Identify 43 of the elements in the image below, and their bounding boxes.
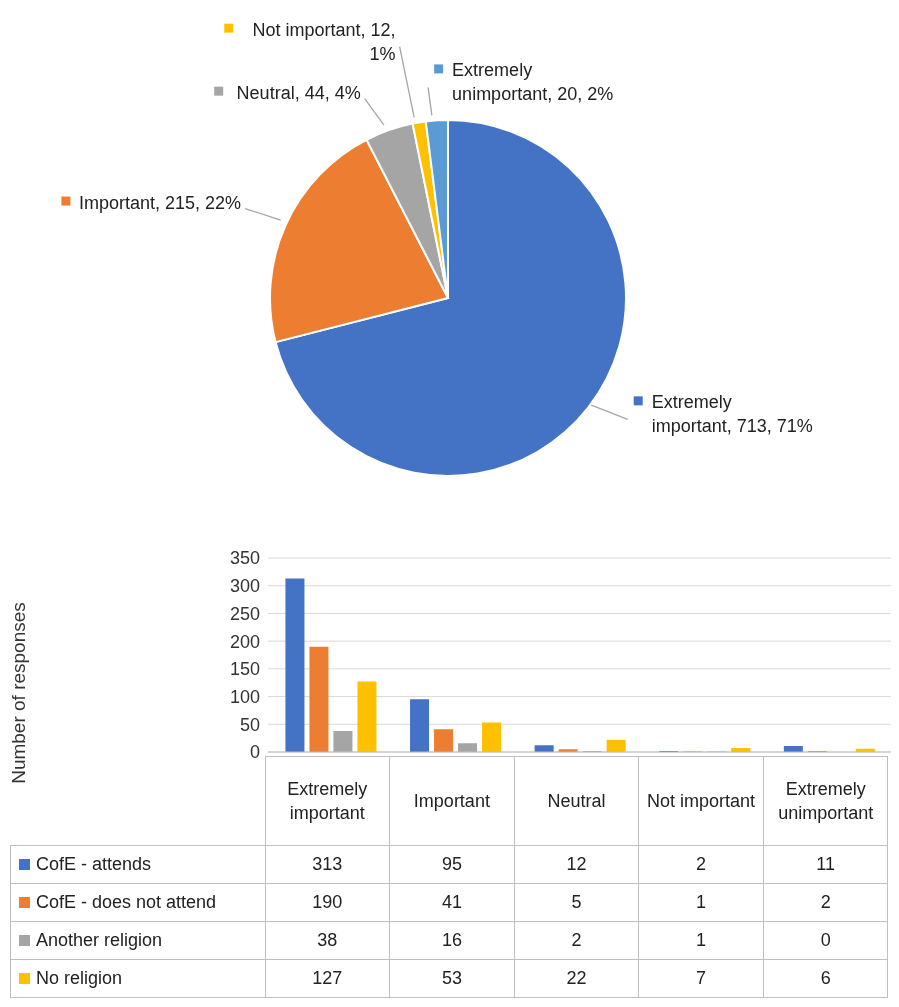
- data-label: 1: [638, 883, 764, 922]
- data-label: 190: [265, 883, 390, 922]
- y-tick-label: 200: [229, 631, 260, 652]
- legend-label: CofE - attends: [10, 845, 265, 884]
- x-tick-label: Neutral: [514, 756, 639, 846]
- data-label: 7: [638, 959, 764, 998]
- x-tick-label: Extremely unimportant: [763, 756, 888, 846]
- data-label: 5: [514, 883, 639, 922]
- data-label: 22: [514, 959, 639, 998]
- data-label: 127: [265, 959, 390, 998]
- data-label: 2: [638, 845, 764, 884]
- data-label: 53: [389, 959, 515, 998]
- data-label: 16: [389, 921, 515, 960]
- data-label: 38: [265, 921, 390, 960]
- data-label: 11: [763, 845, 888, 884]
- legend-label: No religion: [10, 959, 265, 998]
- y-tick-label: 150: [229, 659, 260, 680]
- y-axis-title: Number of responses: [8, 602, 30, 784]
- legend-label: Another religion: [10, 921, 265, 960]
- x-tick-label: Not important: [638, 756, 764, 846]
- data-label: 12: [514, 845, 639, 884]
- data-label: 2: [763, 883, 888, 922]
- y-tick-label: 100: [229, 686, 260, 707]
- data-label: 1: [638, 921, 764, 960]
- x-tick-label: Extremely important: [265, 756, 390, 846]
- y-tick-label: 350: [229, 548, 260, 569]
- y-tick-label: 50: [239, 714, 260, 735]
- legend-label: Extremely unimportant, 20, 2%: [452, 60, 614, 105]
- y-tick-label: 0: [249, 742, 260, 763]
- data-label: 6: [763, 959, 888, 998]
- data-label: 41: [389, 883, 515, 922]
- data-label: 95: [389, 845, 515, 884]
- legend-label: Not important, 12, 1%: [252, 19, 396, 64]
- y-tick-label: 250: [229, 603, 260, 624]
- x-tick-label: Important: [389, 756, 515, 846]
- legend-label: Important, 215, 22%: [79, 192, 242, 213]
- legend-label: Neutral, 44, 4%: [236, 82, 361, 103]
- data-label: 2: [514, 921, 639, 960]
- y-tick-label: 300: [229, 576, 260, 597]
- legend-label: CofE - does not attend: [10, 883, 265, 922]
- data-label: 313: [265, 845, 390, 884]
- legend-label: Extremely important, 713, 71%: [651, 392, 813, 437]
- data-label: 0: [763, 921, 888, 960]
